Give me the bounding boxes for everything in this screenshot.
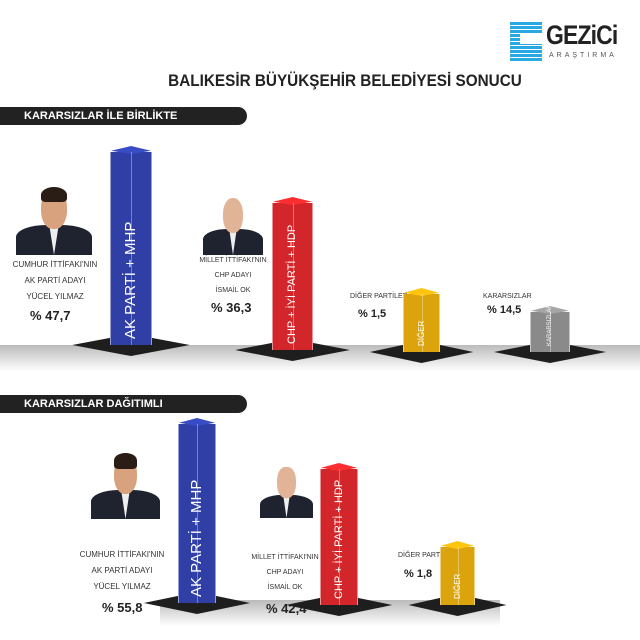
bar-label: AK PARTİ + MHP bbox=[121, 221, 139, 339]
bar-label: DİĞER bbox=[452, 573, 462, 599]
value-label: % 55,8 bbox=[102, 600, 143, 615]
bar-base-shadow bbox=[143, 592, 251, 614]
logo-text: GEZiCi bbox=[546, 20, 618, 50]
bar-label: KARARSIZLAR bbox=[547, 304, 553, 346]
bar-label: DİĞER bbox=[416, 320, 426, 346]
bar-base-shadow bbox=[235, 339, 350, 361]
value-label: % 47,7 bbox=[30, 308, 71, 323]
bar-1: AK PARTİ + MHP bbox=[110, 152, 152, 345]
bar-3: DİĞER bbox=[403, 294, 440, 352]
candidate-photo-ismail-ok bbox=[260, 463, 313, 518]
bar-label: CHP + İYİ PARTİ + HDP bbox=[286, 224, 298, 344]
bar-1: AK PARTİ + MHP bbox=[178, 424, 216, 603]
candidate-caption-2: MİLLET İTTİFAKI'NIN CHP ADAYI İSMAİL OK bbox=[251, 554, 319, 591]
candidate-caption-1: CUMHUR İTTİFAKI'NIN AK PARTİ ADAYI YÜCEL Y… bbox=[12, 260, 98, 301]
value-label: % 1,8 bbox=[404, 568, 433, 580]
bar-base-shadow bbox=[285, 594, 393, 616]
value-label: % 1,5 bbox=[358, 308, 387, 320]
bar-base-shadow bbox=[408, 594, 507, 616]
bar-label: CHP + İYİ PARTİ + HDP bbox=[332, 479, 345, 599]
bar-label: AK PARTİ + MHP bbox=[187, 479, 205, 597]
logo-subtitle: ARAŞTIRMA bbox=[549, 52, 617, 59]
other-caption: DİĞER PARTİLER bbox=[398, 552, 456, 559]
candidate-photo-yucel-yilmaz bbox=[91, 450, 160, 519]
bar-base-shadow bbox=[72, 334, 190, 356]
undecided-caption: KARARSIZLAR bbox=[483, 293, 532, 300]
candidate-photo-yucel-yilmaz bbox=[16, 183, 92, 255]
value-label: % 36,3 bbox=[211, 300, 252, 315]
candidate-caption-2: MİLLET İTTİFAKI'NIN CHP ADAYI İSMAİL OK bbox=[199, 257, 267, 294]
bar-2: CHP + İYİ PARTİ + HDP bbox=[272, 203, 313, 350]
candidate-caption-1: CUMHUR İTTİFAKI'NIN AK PARTİ ADAYI YÜCEL Y… bbox=[79, 550, 165, 591]
bar-base-shadow bbox=[369, 341, 474, 363]
bar-base-shadow bbox=[494, 341, 606, 363]
page-title: BALIKESİR BÜYÜKŞEHİR BELEDİYESİ SONUCU bbox=[168, 71, 522, 90]
other-caption: DİĞER PARTİLER bbox=[350, 293, 408, 300]
logo-mark bbox=[510, 22, 542, 62]
section-header-distributed: KARARSIZLAR DAĞITIMLI bbox=[0, 395, 247, 413]
bar-4: KARARSIZLAR bbox=[530, 304, 570, 352]
bar-2: CHP + İYİ PARTİ + HDP bbox=[320, 469, 358, 605]
section-header-with-undecided: KARARSIZLAR İLE BİRLİKTE bbox=[0, 107, 247, 125]
candidate-photo-ismail-ok bbox=[203, 193, 263, 255]
bar-3: DİĞER bbox=[440, 547, 475, 605]
value-label: % 14,5 bbox=[487, 304, 522, 316]
